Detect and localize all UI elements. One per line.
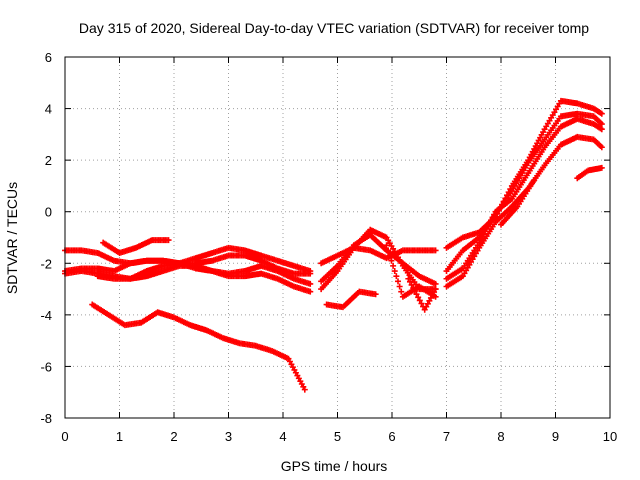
series-arc-h <box>318 231 439 287</box>
series-arc-r <box>574 164 605 182</box>
grid-lines <box>65 57 610 418</box>
data-point <box>432 280 439 287</box>
series-arc-f <box>89 301 308 393</box>
x-tick-label: 9 <box>552 429 559 444</box>
y-tick-label: -2 <box>40 256 52 271</box>
series-arc-o <box>443 115 605 282</box>
y-tick-label: -8 <box>40 411 52 426</box>
x-tick-label: 7 <box>443 429 450 444</box>
data-point <box>413 291 420 298</box>
x-tick-label: 10 <box>603 429 617 444</box>
series-arc-k <box>383 242 439 300</box>
x-axis-ticks: 0 1 2 3 4 5 6 7 8 9 10 <box>61 57 617 444</box>
y-tick-label: -6 <box>40 359 52 374</box>
y-tick-label: 6 <box>45 50 52 65</box>
data-point <box>405 275 412 282</box>
data-point <box>388 257 395 264</box>
data-point <box>598 110 605 117</box>
data-point <box>418 300 425 307</box>
data-point <box>307 280 314 287</box>
data-point <box>432 286 439 293</box>
x-tick-label: 5 <box>334 429 341 444</box>
data-point <box>307 288 314 295</box>
data-point <box>410 285 417 292</box>
x-tick-label: 2 <box>170 429 177 444</box>
x-axis-label: GPS time / hours <box>281 458 388 474</box>
data-point <box>416 297 423 304</box>
data-point <box>432 293 439 300</box>
data-point <box>411 288 418 295</box>
data-point <box>386 252 393 259</box>
series-arc-i <box>318 226 439 293</box>
data-point <box>372 291 379 298</box>
y-tick-label: 2 <box>45 153 52 168</box>
data-point <box>396 283 403 290</box>
data-point <box>391 268 398 275</box>
x-tick-label: 0 <box>61 429 68 444</box>
data-point <box>408 281 415 288</box>
data-point <box>598 144 605 151</box>
data-point <box>598 126 605 133</box>
data-point <box>530 177 537 184</box>
x-tick-label: 8 <box>497 429 504 444</box>
data-point <box>165 237 172 244</box>
series-arc-q <box>498 177 537 228</box>
data-point <box>415 294 422 301</box>
data-point <box>307 270 314 277</box>
data-point <box>598 121 605 128</box>
data-point <box>598 164 605 171</box>
chart-title: Day 315 of 2020, Sidereal Day-to-day VTE… <box>79 20 589 36</box>
data-point <box>393 273 400 280</box>
data-point <box>385 247 392 254</box>
x-tick-label: 3 <box>225 429 232 444</box>
y-tick-label: -4 <box>40 308 52 323</box>
x-tick-label: 6 <box>388 429 395 444</box>
series-arc-n <box>443 110 605 275</box>
data-point <box>432 247 439 254</box>
data-point <box>394 278 401 285</box>
data-point <box>406 278 413 285</box>
series-arc-j <box>323 288 379 311</box>
y-axis-label: SDTVAR / TECUs <box>4 182 20 294</box>
y-tick-label: 0 <box>45 205 52 220</box>
data-marks <box>62 97 605 393</box>
y-tick-label: 4 <box>45 102 52 117</box>
series-arc-e <box>100 237 172 256</box>
x-tick-label: 1 <box>116 429 123 444</box>
series-arc-l <box>405 275 439 313</box>
data-point <box>301 386 308 393</box>
data-point <box>383 242 390 249</box>
y-axis-ticks: -8 -6 -4 -2 0 2 4 6 <box>40 50 610 426</box>
x-tick-label: 4 <box>279 429 286 444</box>
data-point <box>390 262 397 269</box>
series-arc-d <box>94 262 314 295</box>
series-arc-p <box>443 133 605 290</box>
data-point <box>398 288 405 295</box>
